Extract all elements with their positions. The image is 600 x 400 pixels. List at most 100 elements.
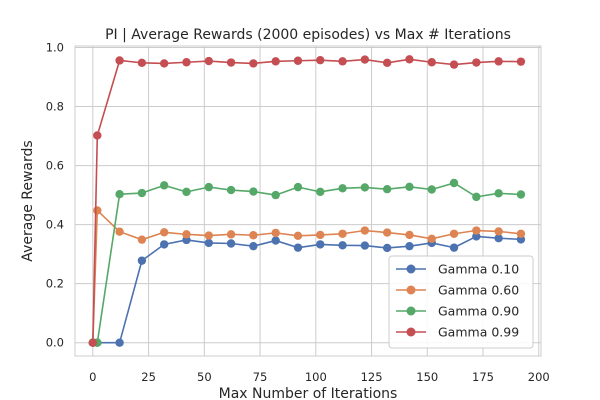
data-point bbox=[271, 236, 280, 245]
data-point bbox=[449, 229, 459, 238]
data-point bbox=[159, 181, 169, 190]
data-point bbox=[226, 239, 236, 248]
data-point bbox=[115, 338, 124, 347]
data-point bbox=[204, 182, 213, 192]
data-point bbox=[449, 60, 459, 69]
x-tick-label: 100 bbox=[305, 370, 327, 384]
legend-item-gamma-0-10: Gamma 0.10 bbox=[396, 262, 519, 277]
y-tick-label: 0.2 bbox=[46, 277, 64, 291]
data-point bbox=[338, 241, 347, 250]
chart-title: PI | Average Rewards (2000 episodes) vs … bbox=[105, 27, 511, 43]
data-point bbox=[182, 58, 191, 67]
data-point bbox=[338, 229, 347, 238]
data-point bbox=[293, 231, 303, 241]
data-point bbox=[137, 58, 147, 68]
y-tick-label: 0.0 bbox=[46, 336, 64, 350]
legend-item-gamma-0-90: Gamma 0.90 bbox=[396, 304, 519, 319]
data-point bbox=[382, 58, 392, 68]
x-tick-label: 200 bbox=[528, 370, 550, 384]
data-point bbox=[382, 243, 392, 253]
data-point bbox=[271, 190, 280, 200]
data-point bbox=[316, 230, 325, 240]
legend-swatch-marker bbox=[406, 285, 416, 295]
data-point bbox=[427, 234, 436, 243]
data-point bbox=[427, 185, 436, 194]
data-point bbox=[204, 231, 213, 240]
data-point bbox=[293, 56, 303, 65]
series-gamma-0-99 bbox=[88, 55, 526, 347]
data-point bbox=[472, 58, 481, 67]
data-point bbox=[316, 240, 325, 249]
data-point bbox=[159, 228, 169, 237]
legend-frame bbox=[388, 255, 534, 349]
data-point bbox=[93, 206, 102, 215]
data-point bbox=[405, 55, 414, 64]
data-point bbox=[405, 182, 414, 192]
data-point bbox=[382, 228, 392, 237]
data-point bbox=[226, 230, 236, 239]
y-axis-title: Average Rewards bbox=[20, 140, 36, 261]
data-point bbox=[88, 338, 98, 347]
data-point bbox=[293, 182, 303, 192]
data-point bbox=[338, 184, 347, 193]
x-tick-label: 0 bbox=[89, 370, 96, 384]
data-point bbox=[360, 55, 370, 64]
data-point bbox=[137, 235, 147, 244]
data-point bbox=[494, 234, 503, 243]
data-point bbox=[182, 187, 191, 197]
data-point bbox=[293, 243, 303, 252]
legend-label: Gamma 0.60 bbox=[438, 283, 519, 298]
data-point bbox=[226, 185, 236, 195]
data-point bbox=[249, 231, 258, 240]
legend-item-gamma-0-60: Gamma 0.60 bbox=[396, 283, 519, 298]
data-point bbox=[226, 58, 236, 67]
legend-swatch-marker bbox=[406, 306, 416, 316]
data-point bbox=[271, 57, 280, 66]
data-point bbox=[494, 189, 503, 198]
data-point bbox=[182, 230, 191, 239]
y-tick-label: 0.4 bbox=[46, 218, 64, 232]
data-point bbox=[249, 59, 258, 68]
legend-label: Gamma 0.10 bbox=[438, 262, 519, 277]
data-point bbox=[360, 241, 370, 250]
data-point bbox=[382, 184, 392, 194]
x-axis-title: Max Number of Iterations bbox=[219, 386, 398, 400]
data-point bbox=[405, 230, 414, 240]
x-tick-label: 50 bbox=[197, 370, 212, 384]
data-point bbox=[316, 187, 325, 197]
data-point bbox=[204, 238, 213, 248]
series-layer bbox=[88, 55, 526, 347]
y-tick-label: 0.8 bbox=[46, 100, 64, 114]
x-tick-label: 75 bbox=[253, 370, 268, 384]
x-tick-label: 150 bbox=[416, 370, 438, 384]
grid bbox=[75, 46, 541, 356]
x-tick-label: 125 bbox=[361, 370, 383, 384]
tick-labels: 0 25 50 75 100 125 150 175 200 0.0 0.2 0.4 0.6 0.8 1.0 bbox=[46, 40, 550, 384]
data-point bbox=[115, 56, 124, 65]
legend-label: Gamma 0.99 bbox=[438, 325, 519, 340]
data-point bbox=[137, 188, 147, 198]
data-point bbox=[338, 57, 347, 66]
data-point bbox=[93, 131, 102, 140]
data-point bbox=[405, 241, 414, 251]
data-point bbox=[449, 178, 459, 188]
legend-swatch-marker bbox=[406, 264, 416, 274]
data-point bbox=[494, 57, 503, 66]
data-point bbox=[427, 58, 436, 67]
legend-label: Gamma 0.90 bbox=[438, 304, 519, 319]
plot-frame bbox=[74, 45, 542, 357]
y-tick-label: 0.6 bbox=[46, 159, 64, 173]
legend-swatch-marker bbox=[406, 327, 416, 337]
data-point bbox=[249, 187, 258, 196]
legend-item-gamma-0-99: Gamma 0.99 bbox=[396, 325, 519, 340]
data-point bbox=[360, 226, 370, 235]
y-tick-label: 1.0 bbox=[46, 40, 64, 54]
data-point bbox=[494, 227, 503, 236]
data-point bbox=[249, 241, 258, 251]
series-gamma-0-90 bbox=[88, 178, 526, 347]
data-point bbox=[516, 229, 526, 238]
legend: Gamma 0.10 Gamma 0.60 Gamma 0.90 Gamma 0… bbox=[388, 255, 534, 349]
x-tick-label: 175 bbox=[472, 370, 494, 384]
